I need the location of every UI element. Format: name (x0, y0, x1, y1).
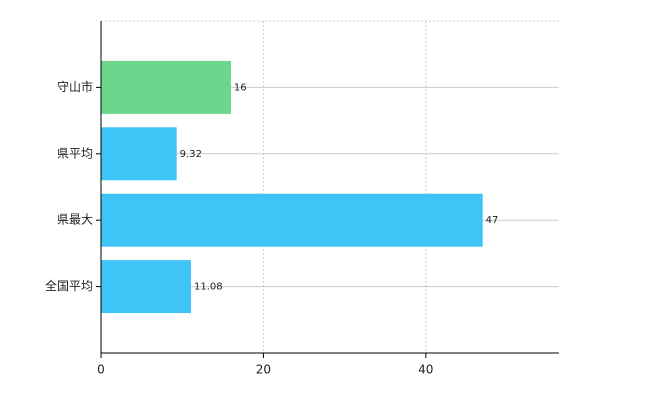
value-label: 16 (234, 82, 247, 93)
y-tick-label: 守山市 (57, 79, 93, 94)
value-label: 11.08 (194, 282, 223, 293)
x-tick-label: 0 (97, 363, 105, 377)
bar (101, 193, 483, 247)
value-label: 47 (486, 215, 499, 226)
y-tick-label: 全国平均 (45, 278, 93, 293)
bar (101, 260, 191, 314)
x-tick-label: 40 (418, 363, 433, 377)
y-tick-label: 県最大 (57, 213, 93, 227)
value-label: 9.32 (180, 149, 202, 160)
x-tick-label: 20 (256, 363, 271, 377)
y-tick-label: 県平均 (57, 146, 93, 160)
bar (101, 127, 177, 181)
bar (101, 60, 231, 114)
